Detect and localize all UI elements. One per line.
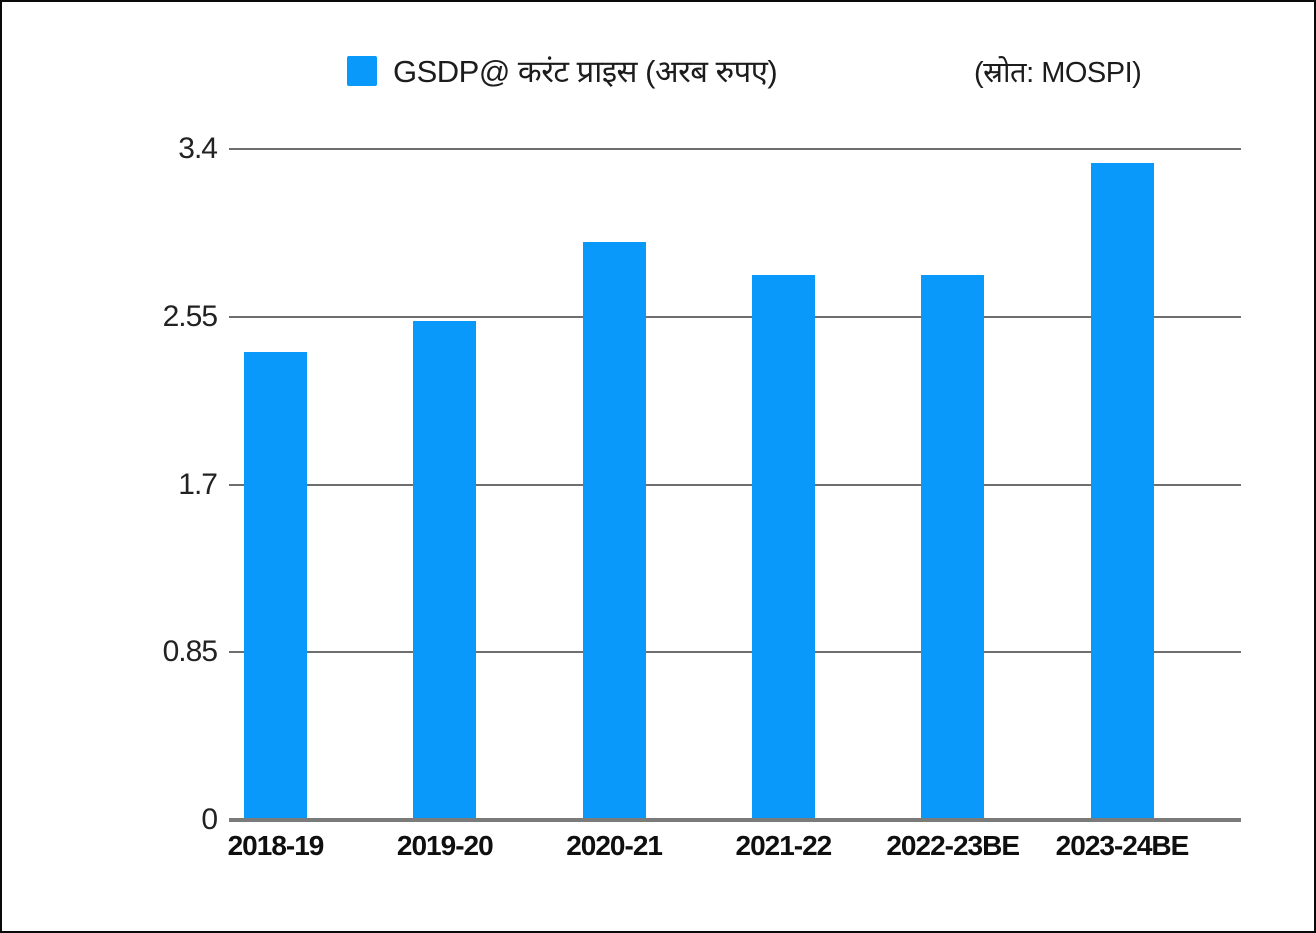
- y-tick-label-1.7: 1.7: [178, 467, 218, 501]
- x-tick-label-2021-22: 2021-22: [735, 830, 833, 861]
- y-tick-label-0: 0: [201, 803, 218, 836]
- x-tick-label-2020-21: 2020-21: [566, 830, 663, 861]
- gridline-0.85: [229, 651, 1241, 654]
- legend-label: GSDP@ करंट प्राइस (अरब रुपए): [393, 54, 778, 89]
- y-tick-label-3.4: 3.4: [178, 132, 218, 165]
- bar-2019-20: [413, 320, 477, 820]
- x-tick-label-2018-19: 2018-19: [227, 830, 325, 861]
- legend: GSDP@ करंट प्राइस (अरब रुपए): [347, 50, 778, 92]
- source-note: (स्रोत: MOSPI): [974, 57, 1142, 89]
- x-tick-label-2023-24BE: 2023-24BE: [1055, 830, 1190, 861]
- x-tick-label-2019-20: 2019-20: [396, 830, 494, 861]
- bar-2023-24BE: [1090, 162, 1154, 820]
- gridline-2.55: [229, 315, 1241, 318]
- x-tick-label-2022-23BE: 2022-23BE: [886, 830, 1020, 861]
- gridline-1.7: [229, 483, 1241, 486]
- bar-2018-19: [244, 352, 307, 820]
- bar-2020-21: [582, 241, 646, 820]
- plot-area: [229, 148, 1241, 822]
- y-tick-label-2.55: 2.55: [162, 299, 218, 333]
- y-tick-label-0.85: 0.85: [162, 635, 218, 669]
- bar-2021-22: [751, 275, 815, 820]
- bar-2022-23BE: [921, 275, 985, 820]
- x-axis-line: [229, 818, 1241, 822]
- gridline-3.4: [229, 148, 1241, 150]
- legend-swatch-icon: [347, 56, 377, 86]
